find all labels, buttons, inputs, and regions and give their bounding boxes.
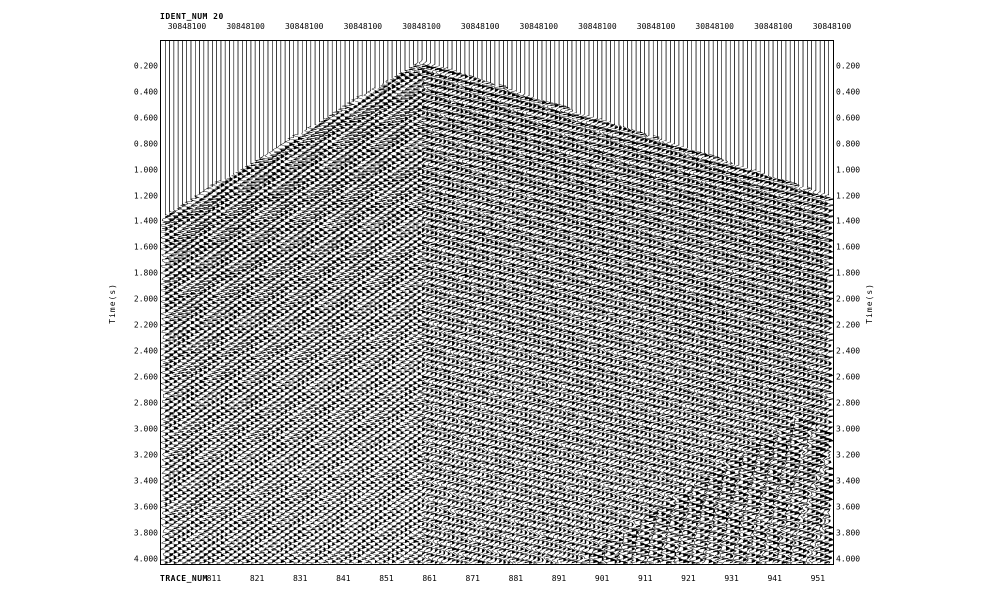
y-tick-right: 3.400 xyxy=(836,476,860,485)
y-tick-left: 3.000 xyxy=(134,424,158,433)
footer-tick: 951 xyxy=(811,574,825,583)
y-tick-right: 2.200 xyxy=(836,321,860,330)
y-tick-right: 0.800 xyxy=(836,139,860,148)
footer-tick: 911 xyxy=(638,574,652,583)
footer-tick: 931 xyxy=(724,574,738,583)
y-tick-right: 1.600 xyxy=(836,243,860,252)
footer-tick: 821 xyxy=(250,574,264,583)
seismic-wiggle-svg xyxy=(161,41,833,564)
header-ticks: 3084810030848100308481003084810030848100… xyxy=(160,12,834,22)
y-axis-left: Time(s) 0.2000.4000.6000.8001.0001.2001.… xyxy=(120,40,160,565)
header-tick: 30848100 xyxy=(637,22,676,31)
y-tick-right: 0.600 xyxy=(836,113,860,122)
y-tick-right: 0.200 xyxy=(836,61,860,70)
y-tick-right: 4.000 xyxy=(836,554,860,563)
footer-tick: 861 xyxy=(422,574,436,583)
y-axis-right: Time(s) 0.2000.4000.6000.8001.0001.2001.… xyxy=(834,40,860,565)
footer-row: TRACE_NUM 811821831841851861871881891901… xyxy=(160,565,834,585)
footer-ticks: 811 821 831 841 851 861 871 881 891 901 911 921 931 9… xyxy=(160,571,834,583)
header-tick: 30848100 xyxy=(461,22,500,31)
y-tick-right: 0.400 xyxy=(836,87,860,96)
y-tick-left: 3.400 xyxy=(134,476,158,485)
y-tick-left: 0.800 xyxy=(134,139,158,148)
y-axis-title-right: Time(s) xyxy=(865,283,874,324)
footer-tick: 891 xyxy=(552,574,566,583)
y-tick-left: 2.800 xyxy=(134,398,158,407)
header-row: IDENT_NUM 20 308481003084810030848100308… xyxy=(120,10,860,40)
header-tick: 30848100 xyxy=(285,22,324,31)
y-tick-right: 2.000 xyxy=(836,295,860,304)
y-tick-right: 3.600 xyxy=(836,502,860,511)
y-tick-left: 4.000 xyxy=(134,554,158,563)
y-tick-left: 0.400 xyxy=(134,87,158,96)
footer-tick: 881 xyxy=(509,574,523,583)
y-tick-left: 2.200 xyxy=(134,321,158,330)
header-tick: 30848100 xyxy=(578,22,617,31)
header-tick: 30848100 xyxy=(754,22,793,31)
header-tick: 30848100 xyxy=(344,22,383,31)
y-tick-left: 2.600 xyxy=(134,373,158,382)
y-tick-right: 2.400 xyxy=(836,347,860,356)
seismic-gather-figure: IDENT_NUM 20 308481003084810030848100308… xyxy=(120,10,860,585)
header-tick: 30848100 xyxy=(226,22,265,31)
header-tick: 30848100 xyxy=(813,22,852,31)
footer-tick: 901 xyxy=(595,574,609,583)
y-tick-right: 1.200 xyxy=(836,191,860,200)
y-tick-right: 2.600 xyxy=(836,373,860,382)
y-tick-left: 1.600 xyxy=(134,243,158,252)
y-tick-left: 1.400 xyxy=(134,217,158,226)
header-tick: 30848100 xyxy=(695,22,734,31)
y-tick-left: 0.200 xyxy=(134,61,158,70)
header-tick: 30848100 xyxy=(402,22,441,31)
y-tick-left: 1.000 xyxy=(134,165,158,174)
y-tick-right: 3.200 xyxy=(836,450,860,459)
y-axis-title-left: Time(s) xyxy=(108,283,117,324)
y-tick-left: 3.200 xyxy=(134,450,158,459)
footer-tick: 831 xyxy=(293,574,307,583)
y-tick-right: 2.800 xyxy=(836,398,860,407)
y-tick-right: 1.000 xyxy=(836,165,860,174)
y-tick-right: 3.800 xyxy=(836,528,860,537)
y-tick-right: 3.000 xyxy=(836,424,860,433)
footer-tick: 941 xyxy=(767,574,781,583)
y-tick-left: 3.800 xyxy=(134,528,158,537)
footer-tick: 811 xyxy=(207,574,221,583)
header-tick: 30848100 xyxy=(168,22,207,31)
y-tick-left: 1.200 xyxy=(134,191,158,200)
y-tick-left: 2.000 xyxy=(134,295,158,304)
seismic-figure-stage: IDENT_NUM 20 308481003084810030848100308… xyxy=(0,0,1000,607)
footer-tick: 871 xyxy=(466,574,480,583)
y-tick-left: 0.600 xyxy=(134,113,158,122)
y-tick-right: 1.400 xyxy=(836,217,860,226)
footer-tick: 851 xyxy=(379,574,393,583)
y-tick-right: 1.800 xyxy=(836,269,860,278)
y-tick-left: 1.800 xyxy=(134,269,158,278)
footer-tick: 841 xyxy=(336,574,350,583)
plot-area xyxy=(160,40,834,565)
header-tick: 30848100 xyxy=(520,22,559,31)
y-tick-left: 2.400 xyxy=(134,347,158,356)
footer-tick: 921 xyxy=(681,574,695,583)
y-tick-left: 3.600 xyxy=(134,502,158,511)
